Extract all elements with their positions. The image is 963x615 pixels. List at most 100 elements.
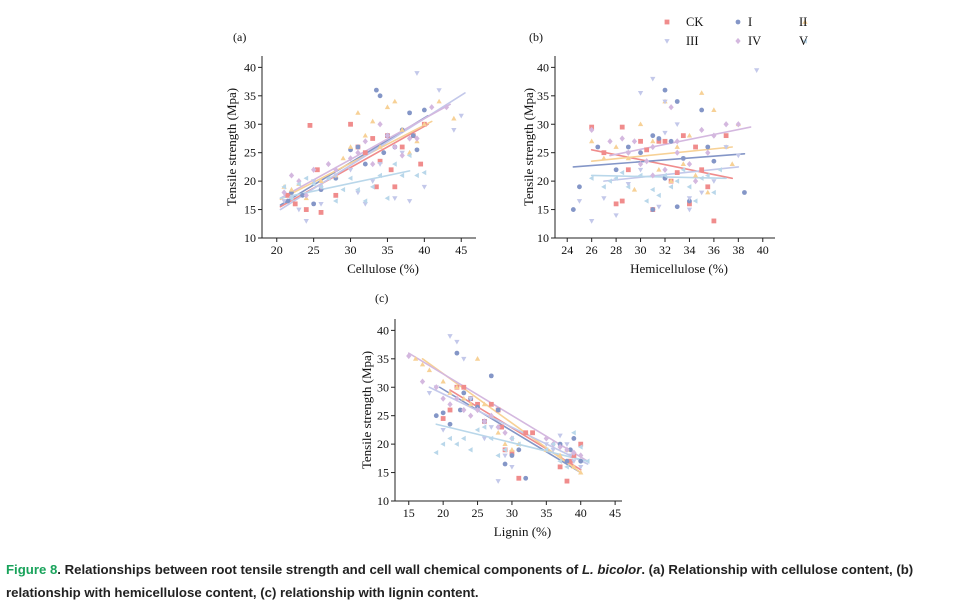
fit-line-ii bbox=[590, 146, 734, 163]
data-point-v bbox=[340, 187, 346, 193]
data-point-iii bbox=[699, 190, 705, 196]
y-tick-label: 30 bbox=[377, 380, 389, 394]
data-point-iii bbox=[625, 182, 631, 187]
data-point-v bbox=[705, 172, 710, 179]
data-point-i bbox=[454, 350, 460, 356]
data-point-ii bbox=[461, 395, 467, 401]
data-point-iv bbox=[333, 166, 339, 173]
data-point-iv bbox=[440, 395, 446, 402]
data-point-v bbox=[502, 447, 507, 453]
data-point-iii bbox=[735, 153, 741, 159]
data-point-iii bbox=[509, 464, 515, 470]
data-point-iv bbox=[637, 160, 644, 168]
data-point-ck bbox=[723, 133, 729, 139]
data-point-i bbox=[564, 458, 570, 464]
data-point-ii bbox=[613, 144, 619, 149]
data-point-ck bbox=[370, 136, 376, 141]
fit-line-iii bbox=[603, 166, 740, 182]
data-point-i bbox=[711, 158, 717, 164]
y-tick-label: 40 bbox=[377, 323, 389, 337]
data-point-iii bbox=[414, 71, 420, 76]
data-point-v bbox=[414, 172, 419, 179]
data-point-iii bbox=[488, 425, 494, 430]
data-point-v bbox=[692, 198, 698, 204]
data-point-ck bbox=[674, 170, 680, 175]
data-point-i bbox=[407, 110, 412, 116]
data-point-i bbox=[625, 144, 631, 150]
data-point-v bbox=[406, 152, 412, 159]
data-point-ii bbox=[711, 107, 717, 112]
data-point-v bbox=[454, 441, 459, 447]
data-point-ii bbox=[421, 121, 427, 127]
data-point-ck bbox=[619, 124, 625, 130]
data-point-i bbox=[699, 107, 705, 113]
x-axis-title: Cellulose (%) bbox=[347, 261, 419, 276]
y-tick-label: 30 bbox=[244, 117, 256, 131]
x-tick-label: 38 bbox=[732, 243, 744, 257]
data-point-iii bbox=[447, 334, 453, 339]
data-point-ck bbox=[662, 138, 668, 144]
data-point-ck bbox=[285, 192, 291, 198]
legend-label-ck: CK bbox=[686, 15, 703, 29]
data-point-ck bbox=[292, 201, 298, 207]
data-point-iii bbox=[662, 99, 668, 105]
caption-figure-label: Figure 8 bbox=[6, 562, 58, 577]
y-tick-label: 40 bbox=[244, 60, 256, 74]
data-point-iii bbox=[318, 201, 324, 207]
data-point-ii bbox=[318, 178, 324, 184]
data-point-i bbox=[362, 161, 368, 167]
legend-marker-i bbox=[735, 19, 741, 25]
y-tick-label: 15 bbox=[244, 203, 256, 217]
data-point-iv bbox=[589, 126, 595, 134]
data-point-iii bbox=[662, 130, 668, 136]
data-point-ck bbox=[523, 430, 529, 436]
data-point-iv bbox=[564, 446, 570, 453]
data-point-iii bbox=[656, 204, 662, 210]
data-point-iv bbox=[384, 132, 391, 139]
data-point-iii bbox=[458, 113, 464, 119]
data-point-iv bbox=[454, 395, 460, 402]
data-point-ck bbox=[530, 430, 535, 436]
data-point-iii bbox=[451, 128, 457, 133]
data-point-ii bbox=[362, 132, 368, 138]
data-point-i bbox=[285, 198, 291, 204]
data-point-iv bbox=[288, 172, 295, 179]
legend-label-iv: IV bbox=[748, 34, 761, 48]
data-point-iv bbox=[543, 435, 549, 442]
data-point-v bbox=[474, 427, 480, 433]
data-point-ii bbox=[412, 356, 419, 361]
x-tick-label: 35 bbox=[381, 243, 393, 257]
y-tick-label: 25 bbox=[537, 146, 549, 160]
data-point-ck bbox=[619, 198, 625, 204]
data-point-i bbox=[311, 201, 317, 207]
data-point-iv bbox=[311, 166, 317, 173]
y-tick-label: 35 bbox=[377, 352, 389, 366]
data-point-v bbox=[333, 198, 338, 204]
data-point-v bbox=[399, 172, 405, 179]
data-point-i bbox=[440, 410, 446, 416]
data-point-iii bbox=[754, 68, 760, 73]
data-point-v bbox=[686, 184, 692, 190]
data-point-ck bbox=[440, 416, 446, 421]
data-point-ck bbox=[625, 167, 631, 173]
x-tick-label: 35 bbox=[540, 506, 552, 520]
data-point-i bbox=[516, 447, 522, 453]
data-point-v bbox=[303, 175, 309, 181]
data-point-ck bbox=[568, 458, 573, 464]
data-point-ck bbox=[461, 384, 467, 390]
data-point-iv bbox=[406, 135, 413, 142]
data-point-iv bbox=[644, 158, 650, 165]
data-point-iii bbox=[723, 145, 729, 150]
data-point-ck bbox=[314, 167, 320, 173]
data-point-i bbox=[433, 413, 439, 419]
x-tick-label: 28 bbox=[610, 243, 622, 257]
data-point-iii bbox=[674, 122, 680, 128]
data-point-ck bbox=[564, 478, 570, 484]
data-point-iii bbox=[637, 167, 644, 173]
x-tick-label: 26 bbox=[586, 243, 598, 257]
data-point-iii bbox=[543, 442, 549, 447]
data-point-iii bbox=[686, 196, 693, 201]
data-point-ck bbox=[333, 192, 339, 198]
data-point-v bbox=[577, 444, 583, 450]
